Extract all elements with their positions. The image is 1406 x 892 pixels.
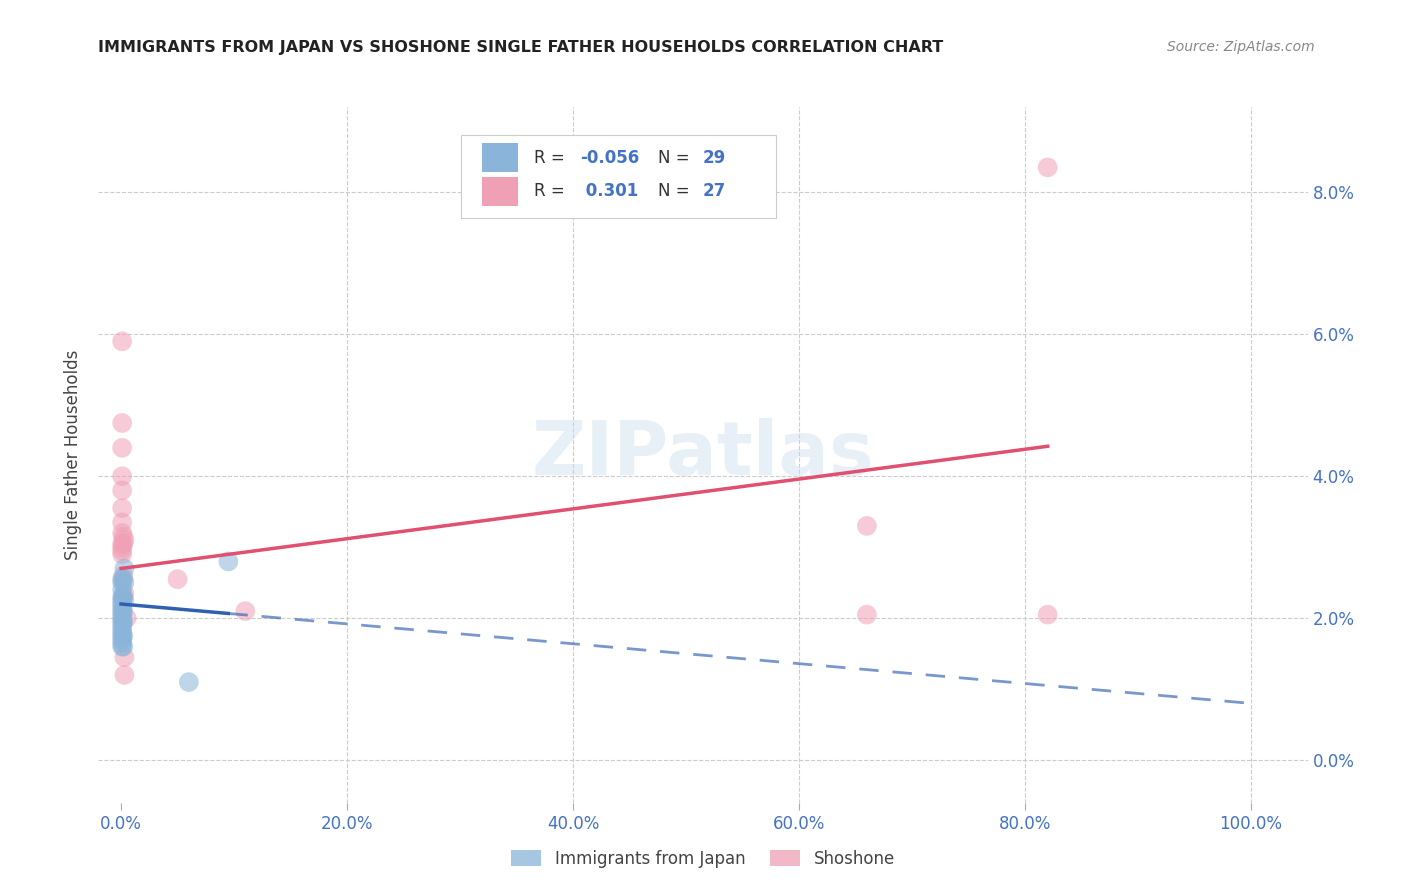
Point bbox=[233, 604, 256, 618]
Point bbox=[112, 572, 135, 586]
Point bbox=[111, 540, 134, 554]
Point bbox=[112, 530, 135, 544]
Point bbox=[111, 536, 134, 550]
Point bbox=[112, 568, 135, 582]
Point bbox=[112, 650, 135, 665]
Point bbox=[112, 586, 135, 600]
Point bbox=[177, 675, 200, 690]
Point bbox=[217, 554, 239, 568]
Text: Source: ZipAtlas.com: Source: ZipAtlas.com bbox=[1167, 40, 1315, 54]
Point bbox=[111, 416, 134, 430]
Point bbox=[112, 615, 135, 629]
Point bbox=[115, 611, 138, 625]
Point bbox=[111, 593, 134, 607]
Legend: Immigrants from Japan, Shoshone: Immigrants from Japan, Shoshone bbox=[505, 843, 901, 874]
Point bbox=[111, 597, 134, 611]
Text: ZIPatlas: ZIPatlas bbox=[531, 418, 875, 491]
Text: IMMIGRANTS FROM JAPAN VS SHOSHONE SINGLE FATHER HOUSEHOLDS CORRELATION CHART: IMMIGRANTS FROM JAPAN VS SHOSHONE SINGLE… bbox=[98, 40, 943, 55]
Point bbox=[112, 575, 135, 590]
Point bbox=[111, 483, 134, 498]
Point bbox=[111, 441, 134, 455]
Text: R =: R = bbox=[534, 149, 569, 167]
FancyBboxPatch shape bbox=[461, 135, 776, 219]
Text: R =: R = bbox=[534, 182, 569, 200]
Point bbox=[111, 547, 134, 561]
Point bbox=[112, 590, 135, 604]
Point bbox=[111, 607, 134, 622]
Point bbox=[111, 632, 134, 647]
Point bbox=[112, 593, 135, 607]
Point bbox=[111, 615, 134, 629]
Text: N =: N = bbox=[658, 149, 695, 167]
Text: 29: 29 bbox=[703, 149, 727, 167]
Point bbox=[1036, 161, 1059, 175]
Point bbox=[112, 668, 135, 682]
Point bbox=[112, 629, 135, 643]
Point bbox=[111, 334, 134, 349]
Point bbox=[112, 536, 135, 550]
Point bbox=[111, 543, 134, 558]
Point bbox=[111, 625, 134, 640]
Text: 0.301: 0.301 bbox=[579, 182, 638, 200]
Point bbox=[111, 629, 134, 643]
Point bbox=[112, 604, 135, 618]
Point bbox=[111, 516, 134, 530]
Point bbox=[111, 469, 134, 483]
Point bbox=[111, 611, 134, 625]
Point bbox=[112, 533, 135, 548]
Point bbox=[856, 607, 879, 622]
Point bbox=[112, 561, 135, 575]
Text: -0.056: -0.056 bbox=[579, 149, 638, 167]
Point bbox=[111, 575, 134, 590]
Point bbox=[1036, 607, 1059, 622]
Bar bbox=[482, 144, 517, 172]
Point bbox=[111, 618, 134, 632]
Point bbox=[111, 526, 134, 541]
Point bbox=[111, 600, 134, 615]
Text: 27: 27 bbox=[703, 182, 727, 200]
Point bbox=[111, 582, 134, 597]
Point bbox=[111, 501, 134, 516]
Point bbox=[111, 640, 134, 654]
Point bbox=[111, 604, 134, 618]
Point bbox=[166, 572, 188, 586]
Point bbox=[856, 519, 879, 533]
Point bbox=[111, 636, 134, 650]
Text: N =: N = bbox=[658, 182, 695, 200]
Point bbox=[111, 590, 134, 604]
Point bbox=[112, 640, 135, 654]
Point bbox=[112, 590, 135, 604]
Point bbox=[111, 622, 134, 636]
Bar bbox=[482, 177, 517, 206]
Point bbox=[111, 572, 134, 586]
Y-axis label: Single Father Households: Single Father Households bbox=[65, 350, 83, 560]
